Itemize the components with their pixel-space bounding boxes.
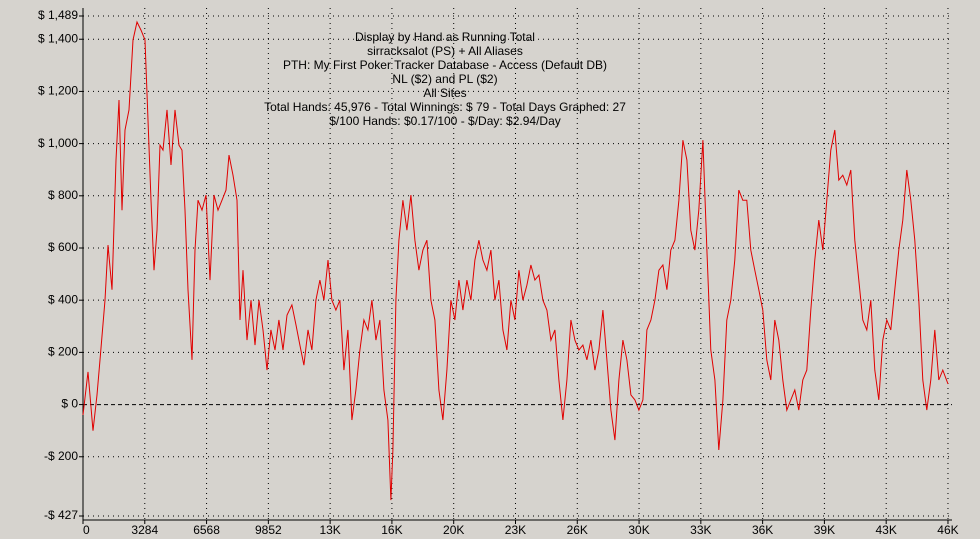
x-tick-label: 16K <box>381 523 402 537</box>
title-line: PTH: My First Poker Tracker Database - A… <box>283 58 607 72</box>
title-line: Total Hands: 45,976 - Total Winnings: $ … <box>264 100 626 114</box>
x-tick-label: 39K <box>814 523 835 537</box>
x-tick-label: 23K <box>505 523 526 537</box>
x-tick-label: 43K <box>876 523 897 537</box>
title-block: Display by Hand as Running Totalsirracks… <box>264 30 626 128</box>
y-tick-label: $ 800 <box>48 188 78 202</box>
y-tick-label: $ 200 <box>48 345 78 359</box>
y-tick-label: $ 1,400 <box>38 31 78 45</box>
x-tick-label: 0 <box>83 523 90 537</box>
x-tick-label: 30K <box>628 523 649 537</box>
x-tick-label: 3284 <box>131 523 158 537</box>
x-tick-label: 33K <box>690 523 711 537</box>
title-line: Display by Hand as Running Total <box>355 30 535 44</box>
y-tick-label: $ 400 <box>48 292 78 306</box>
title-line: sirracksalot (PS) + All Aliases <box>367 44 523 58</box>
x-tick-label: 6568 <box>193 523 220 537</box>
running-total-line <box>82 20 949 501</box>
y-tick-label: $ 1,489 <box>38 8 78 22</box>
y-tick-label: $ 1,000 <box>38 136 78 150</box>
title-line: $/100 Hands: $0.17/100 - $/Day: $2.94/Da… <box>329 114 561 128</box>
x-tick-label: 9852 <box>255 523 282 537</box>
y-tick-label: -$ 427 <box>44 508 78 522</box>
y-tick-label: $ 600 <box>48 240 78 254</box>
x-tick-label: 46K <box>937 523 958 537</box>
y-tick-label: $ 1,200 <box>38 84 78 98</box>
x-tick-label: 20K <box>443 523 464 537</box>
x-tick-label: 26K <box>567 523 588 537</box>
title-line: NL ($2) and PL ($2) <box>392 72 497 86</box>
y-tick-label: $ 0 <box>61 397 78 411</box>
title-line: All Sites <box>423 86 466 100</box>
x-tick-label: 36K <box>752 523 773 537</box>
y-tick-label: -$ 200 <box>44 449 78 463</box>
x-tick-label: 13K <box>319 523 340 537</box>
